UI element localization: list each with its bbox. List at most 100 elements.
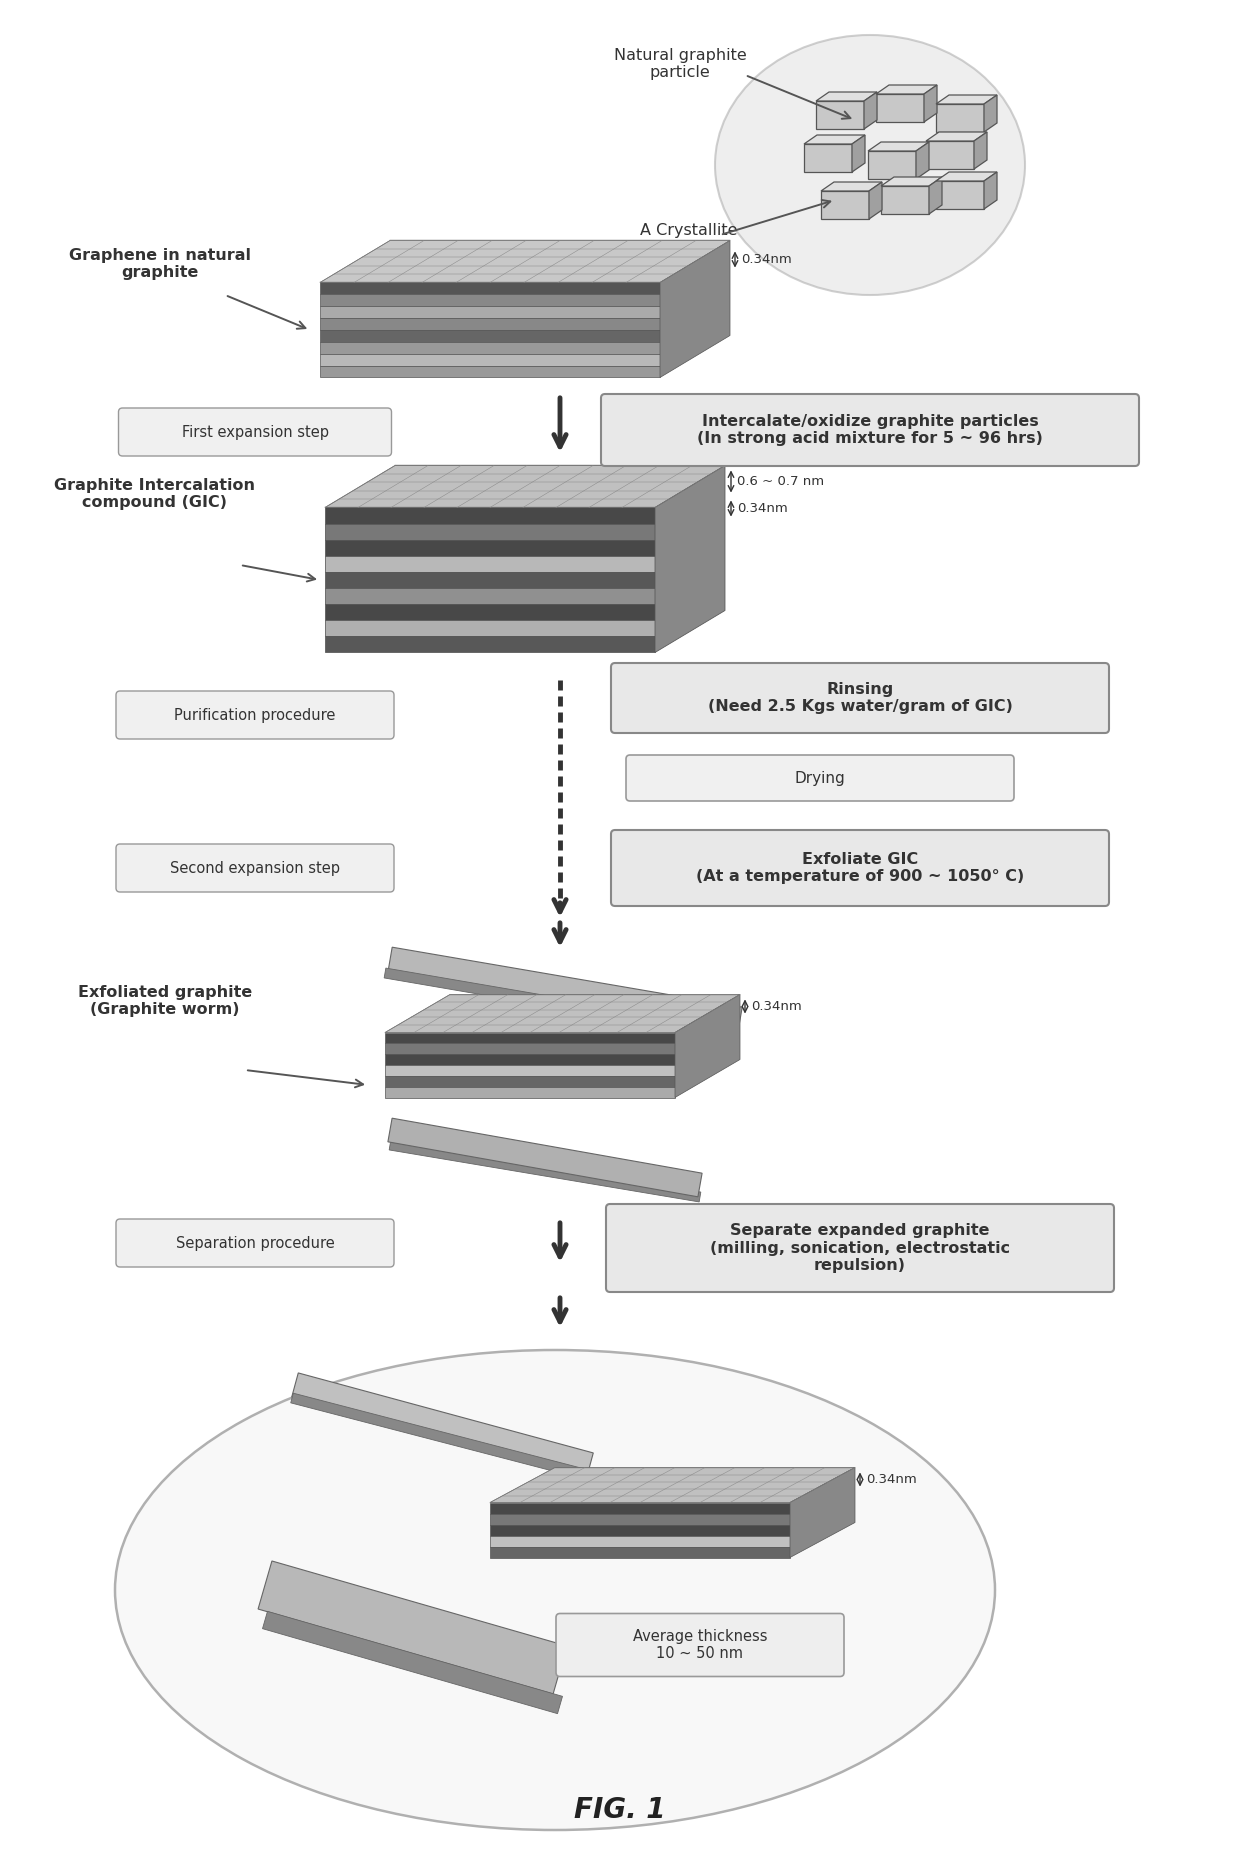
Polygon shape xyxy=(325,620,655,637)
Polygon shape xyxy=(384,994,740,1033)
Polygon shape xyxy=(291,1373,593,1477)
Polygon shape xyxy=(852,135,866,172)
Polygon shape xyxy=(490,1525,790,1536)
Text: Purification procedure: Purification procedure xyxy=(175,707,336,722)
Polygon shape xyxy=(325,603,655,620)
Polygon shape xyxy=(320,354,660,366)
Text: Exfoliate GIC
(At a temperature of 900 ~ 1050° C): Exfoliate GIC (At a temperature of 900 ~… xyxy=(696,851,1024,885)
Polygon shape xyxy=(985,94,997,131)
Polygon shape xyxy=(973,131,987,168)
FancyBboxPatch shape xyxy=(601,394,1140,466)
Text: Graphite Intercalation
compound (GIC): Graphite Intercalation compound (GIC) xyxy=(55,478,255,511)
FancyBboxPatch shape xyxy=(626,755,1014,801)
Text: A Crystallite: A Crystallite xyxy=(640,222,738,237)
Polygon shape xyxy=(936,94,997,104)
Text: Intercalate/oxidize graphite particles
(In strong acid mixture for 5 ~ 96 hrs): Intercalate/oxidize graphite particles (… xyxy=(697,415,1043,446)
Text: 0.34nm: 0.34nm xyxy=(737,502,787,515)
FancyBboxPatch shape xyxy=(117,844,394,892)
FancyBboxPatch shape xyxy=(611,829,1109,905)
Polygon shape xyxy=(325,589,655,603)
Polygon shape xyxy=(325,507,655,524)
Polygon shape xyxy=(936,181,985,209)
Polygon shape xyxy=(926,141,973,168)
FancyBboxPatch shape xyxy=(119,407,392,455)
Polygon shape xyxy=(490,1546,790,1557)
Text: FIG. 1: FIG. 1 xyxy=(574,1795,666,1823)
Text: Rinsing
(Need 2.5 Kgs water/gram of GIC): Rinsing (Need 2.5 Kgs water/gram of GIC) xyxy=(708,681,1012,714)
Polygon shape xyxy=(325,540,655,555)
Polygon shape xyxy=(490,1536,790,1546)
Polygon shape xyxy=(816,93,877,102)
Polygon shape xyxy=(880,178,942,185)
Polygon shape xyxy=(320,342,660,354)
Polygon shape xyxy=(880,185,929,215)
Text: Separate expanded graphite
(milling, sonication, electrostatic
repulsion): Separate expanded graphite (milling, son… xyxy=(711,1224,1011,1273)
FancyBboxPatch shape xyxy=(117,690,394,739)
Polygon shape xyxy=(389,1140,701,1201)
Text: 0.6 ~ 0.7 nm: 0.6 ~ 0.7 nm xyxy=(737,476,825,489)
Polygon shape xyxy=(655,465,725,653)
Polygon shape xyxy=(875,85,937,94)
Polygon shape xyxy=(384,1075,675,1087)
Polygon shape xyxy=(869,181,882,218)
Polygon shape xyxy=(325,637,655,653)
Polygon shape xyxy=(821,191,869,218)
Polygon shape xyxy=(864,93,877,130)
Polygon shape xyxy=(790,1468,856,1557)
Polygon shape xyxy=(325,524,655,540)
Polygon shape xyxy=(868,152,916,180)
Text: 0.34nm: 0.34nm xyxy=(751,1000,802,1012)
Polygon shape xyxy=(320,329,660,342)
Polygon shape xyxy=(916,143,929,180)
Text: 0.34nm: 0.34nm xyxy=(866,1473,916,1486)
Polygon shape xyxy=(868,143,929,152)
Polygon shape xyxy=(804,135,866,144)
FancyBboxPatch shape xyxy=(606,1203,1114,1292)
Polygon shape xyxy=(258,1560,567,1694)
Polygon shape xyxy=(320,283,660,294)
Polygon shape xyxy=(929,178,942,215)
Polygon shape xyxy=(320,305,660,318)
Text: Natural graphite
particle: Natural graphite particle xyxy=(614,48,746,80)
Text: 0.34nm: 0.34nm xyxy=(742,254,792,267)
Polygon shape xyxy=(875,94,924,122)
Polygon shape xyxy=(384,968,735,1038)
Polygon shape xyxy=(325,572,655,589)
Polygon shape xyxy=(384,1087,675,1098)
Polygon shape xyxy=(490,1468,856,1503)
Polygon shape xyxy=(320,294,660,305)
FancyBboxPatch shape xyxy=(556,1614,844,1677)
Text: Graphene in natural
graphite: Graphene in natural graphite xyxy=(69,248,250,280)
Text: First expansion step: First expansion step xyxy=(181,424,329,439)
Polygon shape xyxy=(325,465,725,507)
Polygon shape xyxy=(290,1394,589,1479)
Text: Average thickness
10 ~ 50 nm: Average thickness 10 ~ 50 nm xyxy=(632,1629,768,1660)
Polygon shape xyxy=(936,172,997,181)
Polygon shape xyxy=(384,1044,675,1055)
Text: Second expansion step: Second expansion step xyxy=(170,861,340,876)
Polygon shape xyxy=(388,948,743,1033)
Polygon shape xyxy=(320,241,730,283)
Polygon shape xyxy=(985,172,997,209)
Polygon shape xyxy=(936,104,985,131)
Text: Separation procedure: Separation procedure xyxy=(176,1235,335,1251)
Polygon shape xyxy=(388,1118,702,1198)
Polygon shape xyxy=(263,1612,563,1714)
Text: Exfoliated graphite
(Graphite worm): Exfoliated graphite (Graphite worm) xyxy=(78,985,252,1018)
Polygon shape xyxy=(490,1514,790,1525)
Ellipse shape xyxy=(115,1349,994,1831)
FancyBboxPatch shape xyxy=(611,663,1109,733)
Polygon shape xyxy=(660,241,730,378)
Polygon shape xyxy=(384,1055,675,1064)
Polygon shape xyxy=(926,131,987,141)
Polygon shape xyxy=(384,1033,675,1044)
Polygon shape xyxy=(325,555,655,572)
Polygon shape xyxy=(804,144,852,172)
Polygon shape xyxy=(320,318,660,329)
FancyBboxPatch shape xyxy=(117,1220,394,1266)
Polygon shape xyxy=(384,1064,675,1075)
Polygon shape xyxy=(821,181,882,191)
Polygon shape xyxy=(490,1503,790,1514)
Ellipse shape xyxy=(715,35,1025,294)
Polygon shape xyxy=(675,994,740,1098)
